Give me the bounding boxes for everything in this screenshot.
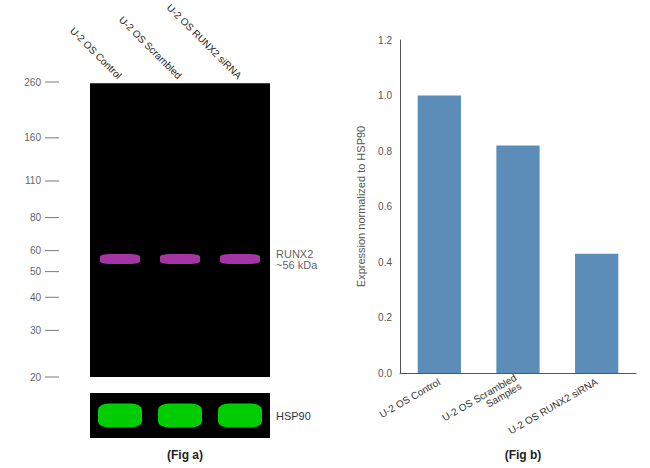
svg-text:HSP90: HSP90 (276, 410, 311, 422)
svg-text:U-2 OS RUNX2 siRNA: U-2 OS RUNX2 siRNA (165, 2, 244, 81)
svg-text:160: 160 (24, 132, 41, 143)
svg-text:20: 20 (30, 372, 42, 383)
svg-text:50: 50 (30, 266, 42, 277)
svg-text:60: 60 (30, 245, 42, 256)
svg-text:30: 30 (30, 325, 42, 336)
svg-text:(Fig b): (Fig b) (505, 448, 542, 462)
svg-text:0.6: 0.6 (378, 201, 392, 212)
svg-text:1.0: 1.0 (378, 90, 392, 101)
svg-text:U-2 OS RUNX2 siRNA: U-2 OS RUNX2 siRNA (506, 376, 599, 436)
svg-text:~56 kDa: ~56 kDa (276, 259, 318, 271)
svg-text:Samples: Samples (484, 381, 523, 410)
svg-text:0.0: 0.0 (378, 368, 392, 379)
svg-text:0.2: 0.2 (378, 312, 392, 323)
svg-text:U-2 OS Control: U-2 OS Control (68, 25, 124, 81)
svg-text:Expression normalized to HSP90: Expression normalized to HSP90 (355, 126, 367, 287)
svg-text:RUNX2: RUNX2 (276, 247, 314, 260)
svg-text:U-2 OS Control: U-2 OS Control (377, 376, 442, 420)
svg-text:260: 260 (24, 77, 41, 88)
svg-text:40: 40 (30, 292, 42, 303)
svg-text:110: 110 (25, 175, 41, 186)
svg-text:U-2 OS Scrambled: U-2 OS Scrambled (440, 371, 519, 424)
svg-text:(Fig a): (Fig a) (167, 448, 203, 462)
svg-text:1.2: 1.2 (378, 35, 392, 46)
svg-text:0.8: 0.8 (378, 146, 392, 157)
svg-text:0.4: 0.4 (378, 257, 392, 268)
svg-text:80: 80 (30, 212, 42, 223)
svg-text:U-2 OS Scrambled: U-2 OS Scrambled (117, 14, 184, 81)
